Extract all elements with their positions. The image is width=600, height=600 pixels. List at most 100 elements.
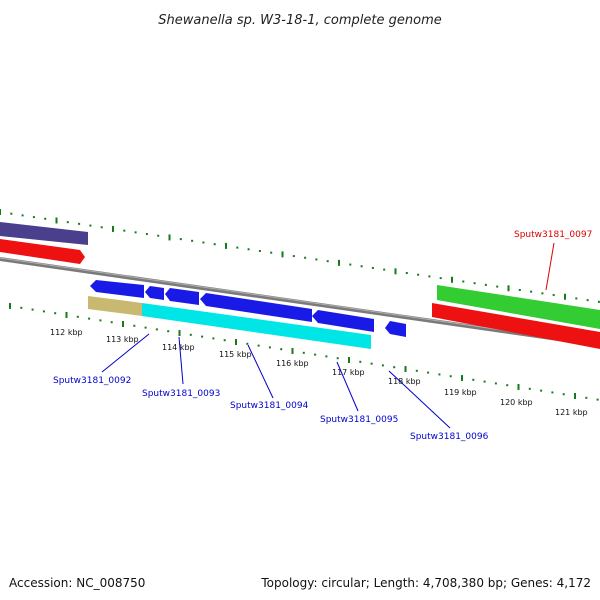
minor-tick	[78, 222, 81, 225]
gene-sputw3181-0097[interactable]	[437, 285, 600, 329]
minor-tick	[449, 375, 452, 378]
minor-tick	[496, 285, 499, 288]
minor-tick	[393, 366, 396, 369]
minor-tick	[540, 389, 543, 392]
minor-tick	[326, 260, 329, 263]
minor-tick	[586, 299, 589, 302]
gene-sputw3181-0096[interactable]	[385, 321, 406, 337]
minor-tick	[268, 346, 271, 349]
minor-tick	[212, 337, 215, 340]
gene-red-left[interactable]	[0, 239, 85, 264]
minor-tick	[439, 277, 442, 280]
gene-label-0093[interactable]: Sputw3181_0093	[142, 389, 220, 399]
gene-red-right[interactable]	[432, 303, 600, 349]
minor-tick	[280, 348, 283, 351]
gene-blue-small[interactable]	[145, 286, 164, 300]
minor-tick	[518, 288, 521, 291]
minor-tick	[541, 292, 544, 295]
gene-label-0097[interactable]: Sputw3181_0097	[514, 230, 592, 240]
lower-tick-track	[9, 303, 599, 401]
minor-tick	[315, 258, 318, 261]
gene-sputw3181-0092[interactable]	[90, 280, 144, 298]
major-tick	[517, 384, 520, 391]
gene-label-0094[interactable]: Sputw3181_0094	[230, 401, 309, 411]
minor-tick	[528, 387, 531, 390]
minor-tick	[552, 294, 555, 297]
major-tick	[507, 285, 510, 292]
minor-tick	[21, 214, 24, 217]
minor-tick	[88, 317, 91, 320]
kbp-label: 118 kbp	[388, 377, 421, 386]
minor-tick	[167, 330, 170, 333]
minor-tick	[236, 246, 239, 249]
minor-tick	[302, 351, 305, 354]
minor-tick	[359, 360, 362, 363]
minor-tick	[179, 238, 182, 241]
topology-summary: Topology: circular; Length: 4,708,380 bp…	[260, 576, 591, 590]
rna-feature-khaki[interactable]	[88, 296, 142, 316]
minor-tick	[31, 308, 34, 311]
minor-tick	[258, 249, 261, 252]
minor-tick	[44, 217, 47, 220]
kbp-label: 113 kbp	[106, 335, 139, 344]
minor-tick	[551, 391, 554, 394]
major-tick	[404, 366, 407, 373]
kbp-label: 112 kbp	[50, 328, 83, 337]
major-tick	[338, 259, 340, 266]
gene-sputw3181-0094[interactable]	[200, 293, 312, 322]
minor-tick	[32, 216, 35, 219]
minor-tick	[325, 355, 328, 358]
minor-tick	[247, 248, 250, 251]
gene-purple-left[interactable]	[0, 222, 88, 245]
minor-tick	[483, 380, 486, 383]
major-tick	[281, 251, 284, 258]
minor-tick	[292, 255, 295, 258]
minor-tick	[20, 306, 23, 309]
kbp-label: 119 kbp	[444, 388, 477, 397]
gene-sputw3181-0093[interactable]	[165, 288, 199, 305]
minor-tick	[66, 221, 69, 224]
minor-tick	[428, 275, 431, 278]
minor-tick	[42, 310, 45, 313]
minor-tick	[257, 344, 260, 347]
minor-tick	[596, 398, 599, 401]
gene-label-0092[interactable]: Sputw3181_0092	[53, 376, 131, 386]
minor-tick	[246, 342, 249, 345]
minor-tick	[597, 300, 600, 303]
minor-tick	[427, 371, 430, 374]
major-tick	[55, 217, 58, 224]
gene-label-0096[interactable]: Sputw3181_0096	[410, 432, 489, 442]
minor-tick	[223, 339, 226, 342]
kbp-label: 120 kbp	[500, 398, 533, 407]
major-tick	[122, 321, 124, 328]
minor-tick	[202, 241, 205, 244]
minor-tick	[575, 297, 578, 300]
minor-tick	[123, 229, 126, 232]
minor-tick	[494, 382, 497, 385]
accession-text: Accession: NC_008750	[9, 576, 145, 590]
minor-tick	[417, 273, 420, 276]
minor-tick	[484, 283, 487, 286]
major-tick	[291, 348, 294, 355]
minor-tick	[405, 272, 408, 275]
minor-tick	[89, 224, 92, 227]
minor-tick	[383, 268, 386, 271]
major-tick	[225, 242, 227, 249]
cds-feature-cyan[interactable]	[142, 303, 371, 349]
minor-tick	[201, 335, 204, 338]
major-tick	[564, 293, 566, 300]
minor-tick	[155, 328, 158, 331]
kbp-label: 114 kbp	[162, 343, 195, 352]
gene-sputw3181-0095[interactable]	[312, 310, 374, 332]
major-tick	[65, 312, 68, 319]
major-tick	[168, 234, 171, 241]
minor-tick	[99, 319, 102, 322]
kbp-label: 117 kbp	[332, 368, 365, 377]
kbp-labels: 112 kbp 113 kbp 114 kbp 115 kbp 116 kbp …	[50, 328, 588, 417]
major-tick	[178, 330, 181, 337]
minor-tick	[133, 324, 136, 327]
minor-tick	[562, 393, 565, 396]
minor-tick	[506, 384, 509, 387]
gene-label-0095[interactable]: Sputw3181_0095	[320, 415, 398, 425]
